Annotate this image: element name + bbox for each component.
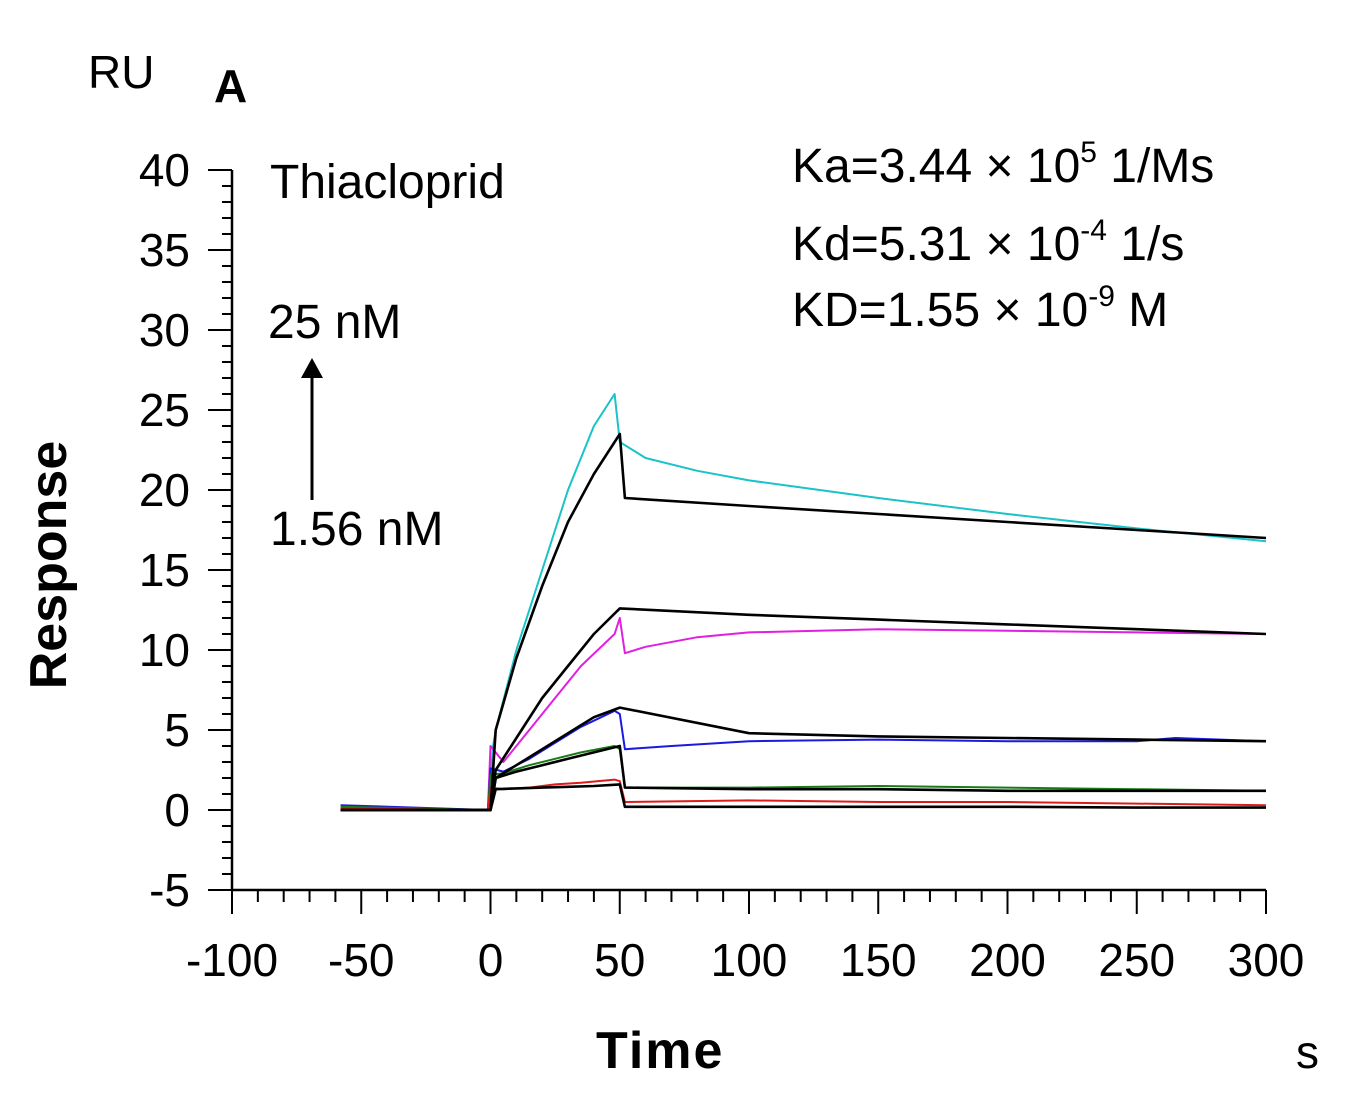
y-tick-label: 5 — [164, 704, 190, 756]
up-arrow-icon — [301, 358, 323, 378]
series-line-6-25-nm-measured — [340, 709, 1267, 811]
x-tick-label: 0 — [478, 934, 504, 986]
y-tick-label: 35 — [139, 224, 190, 276]
kinetics-row: KD=1.55 × 10-9 M — [792, 280, 1168, 337]
y-ticks: -5 0 5 10 15 20 25 30 35 40 — [139, 144, 232, 916]
y-axis-title: Response — [20, 441, 78, 690]
x-tick-label: -50 — [328, 934, 394, 986]
chart-title: Thiacloprid — [270, 156, 505, 209]
x-tick-label: 150 — [840, 934, 917, 986]
x-axis-title: Time — [596, 1022, 724, 1080]
series-line-1-56-nm-measured — [340, 778, 1267, 811]
series-line-6-25-nm-fit — [340, 706, 1267, 812]
concentration-high-label: 25 nM — [268, 296, 401, 349]
kinetics-row: Ka=3.44 × 105 1/Ms — [792, 136, 1214, 193]
x-tick-label: -100 — [186, 934, 278, 986]
series-line-25-nm-fit — [340, 432, 1267, 812]
panel-label: A — [214, 60, 247, 112]
series-line-1-56-nm-fit — [340, 783, 1266, 812]
y-tick-label: 40 — [139, 144, 190, 196]
kinetics-row: Kd=5.31 × 10-4 1/s — [792, 214, 1184, 271]
y-tick-label: 10 — [139, 624, 190, 676]
y-tick-label: 30 — [139, 304, 190, 356]
series-line-25-nm-measured — [340, 393, 1267, 811]
series-line-3-13-nm-fit — [340, 744, 1266, 812]
y-tick-label: 25 — [139, 384, 190, 436]
x-tick-label: 250 — [1098, 934, 1175, 986]
series-line-12-5-nm-fit — [340, 607, 1267, 812]
x-ticks: -100 -50 0 50 100 150 200 250 300 — [186, 890, 1304, 986]
series-line-12-5-nm-measured — [340, 617, 1267, 811]
x-tick-label: 300 — [1228, 934, 1305, 986]
y-tick-label: 20 — [139, 464, 190, 516]
concentration-low-label: 1.56 nM — [270, 503, 443, 556]
x-tick-label: 200 — [969, 934, 1046, 986]
series-layer — [340, 393, 1267, 812]
y-unit-label: RU — [88, 46, 154, 98]
x-tick-label: 50 — [594, 934, 645, 986]
x-unit-label: s — [1296, 1026, 1319, 1078]
y-tick-label: 0 — [164, 784, 190, 836]
x-tick-label: 100 — [711, 934, 788, 986]
y-tick-label: 15 — [139, 544, 190, 596]
kinetics-constants: Ka=3.44 × 105 1/Ms Kd=5.31 × 10-4 1/s KD=1… — [792, 136, 1214, 337]
y-tick-label: -5 — [149, 864, 190, 916]
